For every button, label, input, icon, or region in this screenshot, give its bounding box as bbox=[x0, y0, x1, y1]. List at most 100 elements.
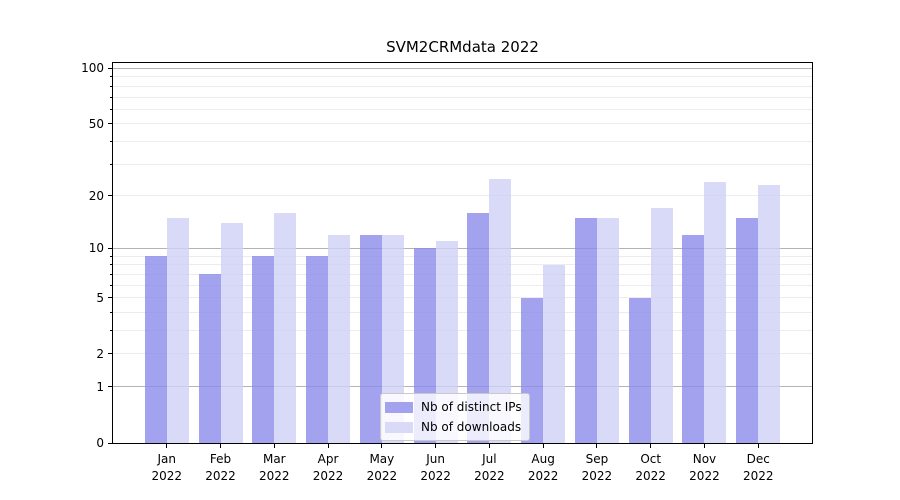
gridline bbox=[113, 247, 812, 249]
x-tick-label-year: 2022 bbox=[527, 469, 559, 483]
gridline bbox=[113, 329, 812, 331]
x-tick-label: Mar 2022 bbox=[234, 451, 314, 485]
gridline bbox=[113, 108, 812, 110]
legend-label-distinct-ips: Nb of distinct IPs bbox=[421, 400, 522, 414]
chart-title: SVM2CRMdata 2022 bbox=[386, 38, 539, 56]
y-minor-tick bbox=[110, 273, 112, 275]
y-minor-tick bbox=[110, 264, 112, 266]
x-tick-label-month: Feb bbox=[209, 452, 232, 466]
x-tick bbox=[273, 444, 275, 448]
gridline bbox=[113, 67, 812, 69]
legend-label-downloads: Nb of downloads bbox=[421, 420, 522, 434]
x-tick-label: Jul 2022 bbox=[449, 451, 529, 485]
y-tick bbox=[108, 386, 112, 388]
gridline bbox=[113, 163, 812, 165]
plot-area bbox=[112, 62, 813, 444]
x-tick-label-year: 2022 bbox=[581, 469, 613, 483]
x-tick-label: Oct 2022 bbox=[611, 451, 691, 485]
x-tick bbox=[166, 444, 168, 448]
x-tick-label-month: Mar bbox=[262, 452, 286, 466]
bar-downloads-jan bbox=[166, 217, 189, 443]
x-tick bbox=[327, 444, 329, 448]
legend: Nb of distinct IPs Nb of downloads bbox=[380, 393, 530, 441]
bar-downloads-jul bbox=[489, 178, 512, 443]
y-minor-tick bbox=[110, 255, 112, 257]
bar-downloads-sep bbox=[596, 217, 619, 443]
x-tick-label-month: Jul bbox=[482, 452, 497, 466]
bar-distinct-ips-jan bbox=[144, 256, 167, 443]
gridline bbox=[113, 297, 812, 299]
bar-distinct-ips-nov bbox=[682, 234, 705, 443]
y-minor-tick bbox=[110, 85, 112, 87]
y-tick bbox=[108, 195, 112, 197]
gridline bbox=[113, 96, 812, 98]
x-tick-label-year: 2022 bbox=[312, 469, 344, 483]
bar-downloads-may bbox=[381, 234, 404, 443]
x-tick-label-month: Apr bbox=[317, 452, 339, 466]
x-tick-label: Sep 2022 bbox=[557, 451, 637, 485]
y-minor-tick bbox=[110, 311, 112, 313]
bar-distinct-ips-oct bbox=[628, 297, 651, 443]
bar-distinct-ips-mar bbox=[252, 256, 275, 443]
x-tick bbox=[596, 444, 598, 448]
x-tick bbox=[220, 444, 222, 448]
y-tick-label: 10 bbox=[88, 241, 104, 256]
gridline bbox=[113, 284, 812, 286]
x-tick-label-year: 2022 bbox=[742, 469, 774, 483]
x-tick-label-month: Nov bbox=[692, 452, 717, 466]
bar-distinct-ips-sep bbox=[574, 217, 597, 443]
bar-distinct-ips-may bbox=[359, 234, 382, 443]
y-minor-tick bbox=[110, 284, 112, 286]
bar-downloads-jun bbox=[435, 241, 458, 443]
gridline bbox=[113, 195, 812, 197]
x-tick-label-month: Dec bbox=[746, 452, 770, 466]
y-tick bbox=[108, 353, 112, 355]
y-tick bbox=[108, 67, 112, 69]
x-tick bbox=[757, 444, 759, 448]
x-tick bbox=[650, 444, 652, 448]
x-tick-label: Dec 2022 bbox=[718, 451, 798, 485]
bar-distinct-ips-apr bbox=[306, 256, 329, 443]
x-tick-label-year: 2022 bbox=[420, 469, 451, 483]
x-tick-label: May 2022 bbox=[342, 451, 422, 485]
bar-downloads-dec bbox=[758, 185, 781, 443]
gridline bbox=[113, 353, 812, 355]
y-tick-label: 20 bbox=[88, 188, 104, 203]
gridline bbox=[113, 255, 812, 257]
gridline bbox=[113, 311, 812, 313]
x-tick-label: Jan 2022 bbox=[127, 451, 207, 485]
gridline bbox=[113, 76, 812, 78]
y-tick-label: 1 bbox=[96, 379, 104, 394]
x-tick-label: Jun 2022 bbox=[396, 451, 476, 485]
bar-downloads-feb bbox=[220, 223, 243, 443]
y-minor-tick bbox=[110, 141, 112, 143]
x-tick-label-month: Oct bbox=[640, 452, 662, 466]
y-tick-label: 0 bbox=[96, 436, 104, 450]
x-tick-label-year: 2022 bbox=[366, 469, 398, 483]
x-tick-label-year: 2022 bbox=[689, 469, 720, 483]
x-tick-label-year: 2022 bbox=[635, 469, 666, 483]
legend-item-downloads: Nb of downloads bbox=[385, 419, 522, 435]
y-tick bbox=[108, 297, 112, 299]
y-tick bbox=[108, 247, 112, 249]
x-tick-label-year: 2022 bbox=[205, 469, 236, 483]
x-tick-label: Apr 2022 bbox=[288, 451, 368, 485]
y-tick bbox=[108, 123, 112, 125]
bar-distinct-ips-jul bbox=[467, 213, 490, 443]
y-tick-label: 5 bbox=[96, 290, 104, 305]
y-minor-tick bbox=[110, 76, 112, 78]
x-tick-label-month: Jun bbox=[426, 452, 445, 466]
y-tick-label: 100 bbox=[81, 61, 104, 76]
x-tick-label: Feb 2022 bbox=[181, 451, 261, 485]
x-tick-label-year: 2022 bbox=[151, 469, 183, 483]
gridline bbox=[113, 141, 812, 143]
x-tick-label: Aug 2022 bbox=[503, 451, 583, 485]
y-minor-tick bbox=[110, 329, 112, 331]
bar-distinct-ips-feb bbox=[198, 274, 221, 443]
x-tick-label-month: Aug bbox=[531, 452, 555, 466]
y-tick-label: 2 bbox=[96, 346, 104, 361]
bar-downloads-oct bbox=[650, 208, 673, 443]
y-minor-tick bbox=[110, 163, 112, 165]
gridline bbox=[113, 386, 812, 388]
